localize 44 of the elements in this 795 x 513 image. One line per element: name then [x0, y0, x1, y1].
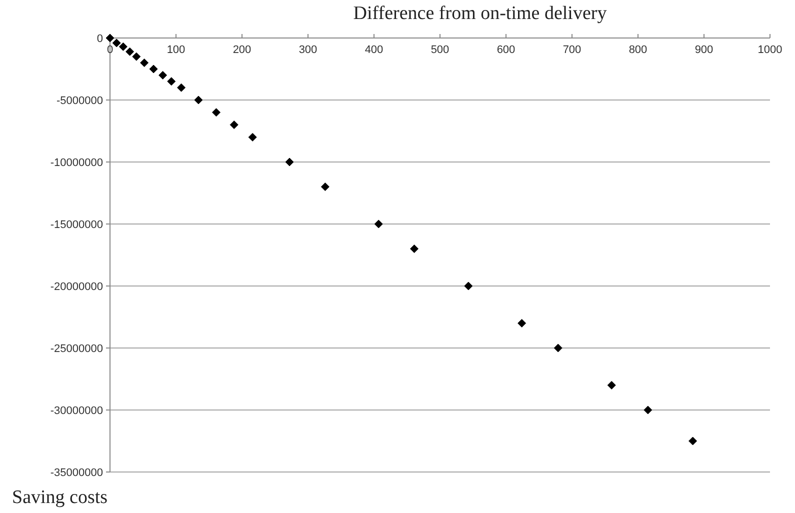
y-tick-label: -20000000 [50, 281, 103, 293]
point [320, 182, 330, 192]
x-tick-label: 500 [430, 44, 450, 56]
point [607, 380, 616, 390]
y-tick-label: -5000000 [56, 95, 103, 107]
point [132, 52, 141, 61]
point [688, 436, 698, 446]
x-tick-label: 700 [562, 44, 582, 56]
point [118, 42, 128, 51]
y-axis-title: Saving costs [12, 487, 108, 508]
x-tick-label: 400 [364, 44, 384, 56]
y-tick-label: -30000000 [50, 405, 103, 417]
x-tick-label: 600 [496, 44, 516, 56]
point [177, 83, 186, 92]
point [644, 406, 652, 414]
y-tick-label: -15000000 [50, 219, 103, 231]
point [212, 108, 221, 117]
y-tick-label: -10000000 [50, 157, 103, 169]
point [112, 38, 121, 48]
x-tick-label: 1000 [758, 44, 782, 56]
point [554, 344, 562, 352]
point [140, 58, 149, 68]
point [248, 132, 257, 142]
point [285, 158, 294, 166]
point [194, 96, 203, 104]
point [149, 64, 158, 74]
point [374, 220, 383, 228]
x-tick-label: 800 [628, 44, 648, 56]
point [410, 244, 419, 254]
x-tick-label: 100 [166, 44, 186, 56]
point [106, 34, 114, 42]
point [158, 70, 168, 80]
y-tick-label: -25000000 [50, 343, 103, 355]
x-axis-title: Difference from on-time delivery [353, 3, 608, 24]
x-tick-label: 300 [298, 44, 318, 56]
y-tick-label: -35000000 [50, 467, 103, 479]
point [126, 47, 134, 56]
x-tick-label: 900 [694, 44, 714, 56]
point [230, 120, 238, 130]
point [167, 77, 176, 86]
y-tick-label: 0 [96, 33, 103, 45]
x-tick-label: 200 [232, 44, 252, 56]
point [464, 282, 473, 290]
point [518, 318, 526, 328]
